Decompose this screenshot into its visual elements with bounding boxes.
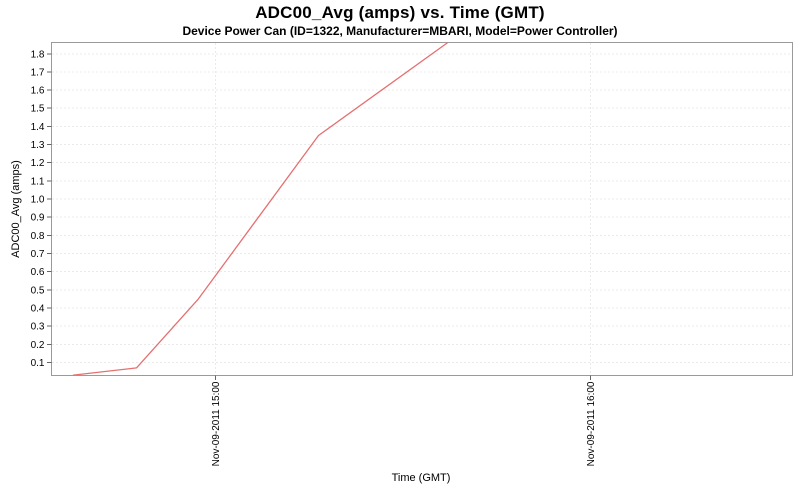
y-tick-label: 1.4 <box>31 122 45 133</box>
y-tick-label: 0.9 <box>31 213 45 224</box>
y-tick-label: 1.2 <box>31 158 45 169</box>
y-tick-label: 1.3 <box>31 140 45 151</box>
y-tick-label: 1.7 <box>31 67 45 78</box>
x-axis-label: Time (GMT) <box>391 472 451 484</box>
y-tick-label: 1.1 <box>31 176 45 187</box>
y-tick-label: 1.0 <box>31 195 45 206</box>
y-tick-label: 1.8 <box>31 49 45 60</box>
x-tick-label: Nov-09-2011 15:00 <box>211 381 222 466</box>
y-tick-label: 0.5 <box>31 285 45 296</box>
y-tick-label: 0.4 <box>31 303 45 314</box>
chart-subtitle: Device Power Can (ID=1322, Manufacturer=… <box>182 24 618 38</box>
y-tick-label: 1.6 <box>31 86 45 97</box>
y-tick-label: 0.2 <box>31 340 45 351</box>
y-tick-label: 1.5 <box>31 104 45 115</box>
y-tick-label: 0.3 <box>31 322 45 333</box>
x-tick-label: Nov-09-2011 16:00 <box>586 381 597 466</box>
series-line <box>72 42 448 376</box>
y-tick-label: 0.8 <box>31 231 45 242</box>
y-tick-label: 0.7 <box>31 249 45 260</box>
chart-title: ADC00_Avg (amps) vs. Time (GMT) <box>255 3 545 22</box>
y-tick-label: 0.6 <box>31 267 45 278</box>
plot-border <box>51 42 793 376</box>
y-tick-label: 0.1 <box>31 358 45 369</box>
